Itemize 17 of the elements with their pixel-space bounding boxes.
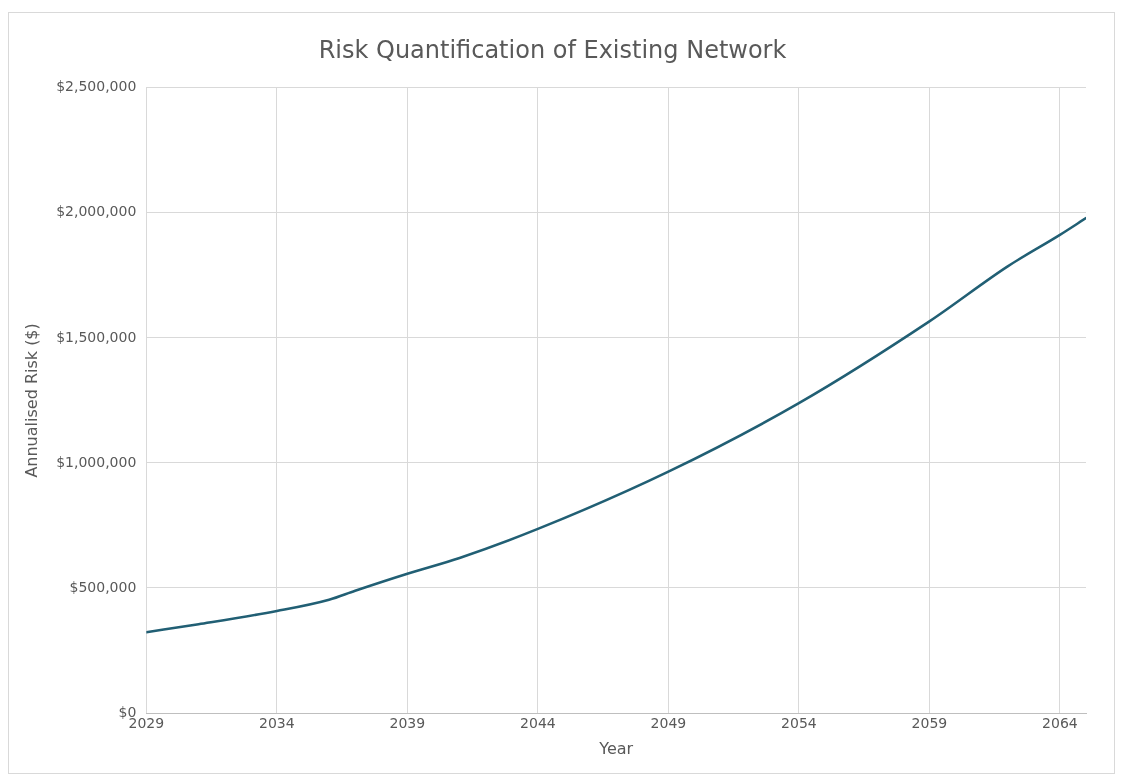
y-tick-label: $1,000,000	[56, 453, 137, 470]
y-tick-label: $2,500,000	[56, 78, 137, 95]
x-tick-label: 2054	[781, 715, 817, 732]
y-tick-label: $500,000	[69, 578, 137, 595]
x-tick-label: 2059	[911, 715, 948, 732]
x-tick-label: 2039	[389, 715, 426, 732]
y-tick-label: $1,500,000	[56, 328, 137, 345]
chart-title: Risk Quantification of Existing Network	[318, 35, 787, 64]
y-tick-label: $2,000,000	[56, 203, 137, 220]
x-tick-label: 2064	[1042, 715, 1078, 732]
y-axis-title: Annualised Risk ($)	[21, 323, 41, 478]
y-tick-label: $0	[118, 703, 137, 720]
x-tick-label: 2044	[520, 715, 556, 732]
x-tick-label: 2049	[650, 715, 687, 732]
x-tick-label: 2034	[259, 715, 295, 732]
line-series	[146, 216, 1086, 634]
x-axis-title: Year	[598, 738, 634, 758]
